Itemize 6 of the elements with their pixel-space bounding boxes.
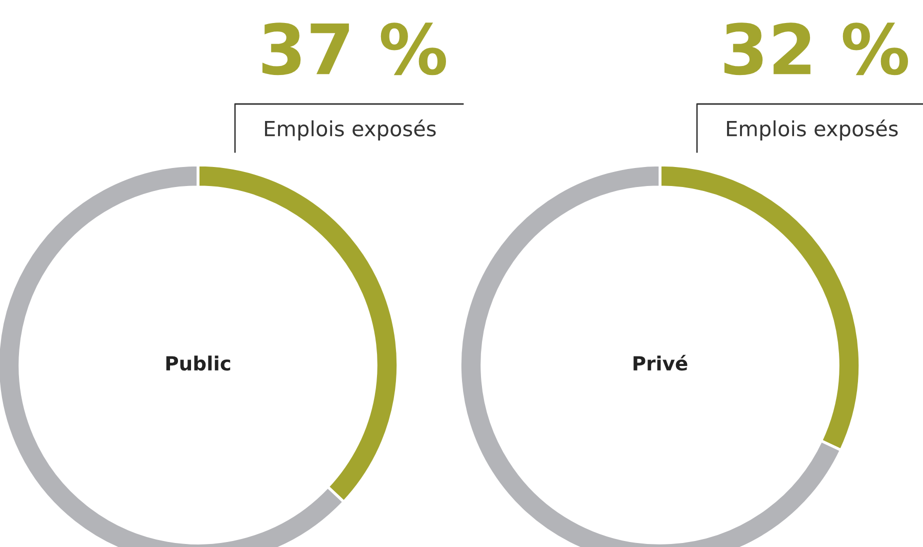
slice-label: Emplois exposés [265, 120, 436, 140]
slice-label: Emplois exposés [727, 120, 898, 140]
data-label: 32 % [724, 22, 908, 76]
data-label: 37 % [262, 22, 446, 76]
text: Public [166, 356, 230, 371]
text: Privé [634, 354, 688, 371]
